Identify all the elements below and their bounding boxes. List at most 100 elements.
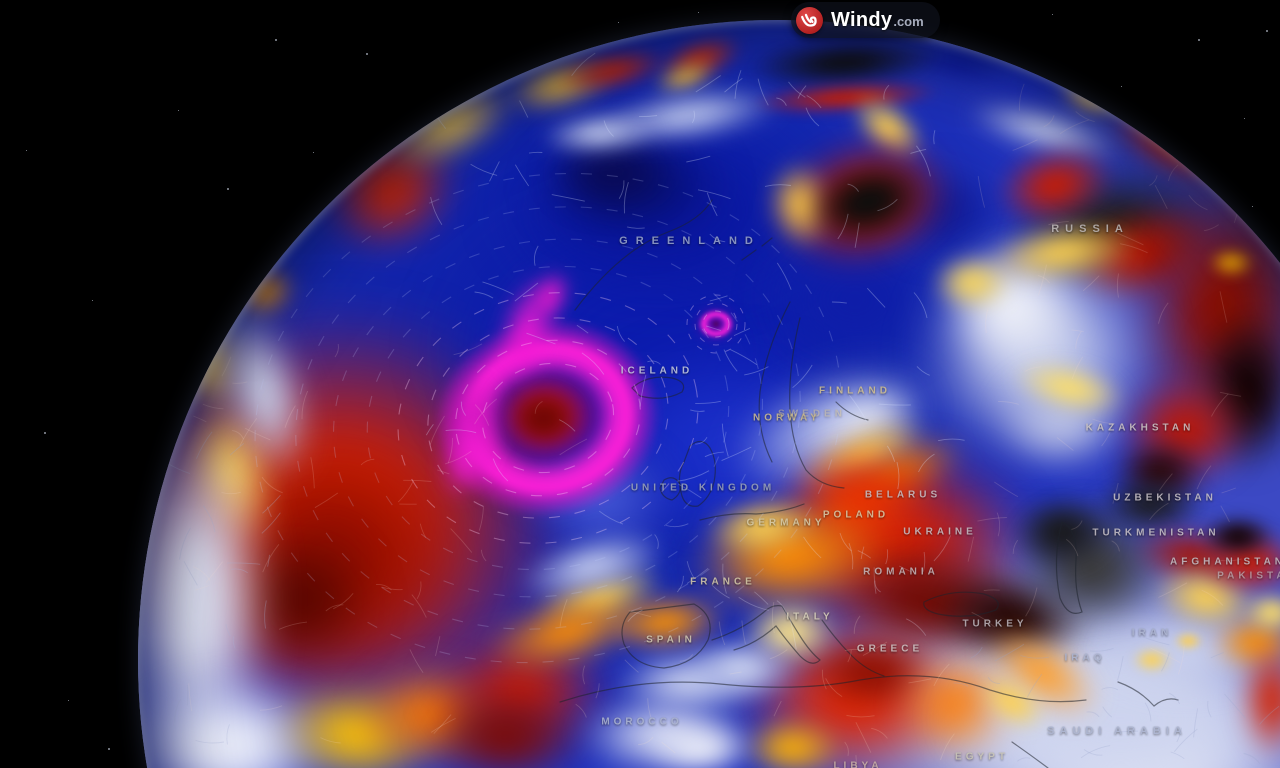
- map-label-ukraine: UKRAINE: [903, 526, 977, 538]
- star: [1244, 118, 1245, 119]
- map-label-iran: IRAN: [1131, 627, 1173, 639]
- star: [366, 53, 368, 55]
- wind-streak: [1020, 655, 1049, 659]
- wind-streak: [1219, 291, 1228, 323]
- anomaly-blob: [900, 632, 1280, 768]
- wind-streak: [711, 584, 730, 599]
- wind-streak: [695, 436, 708, 445]
- wind-streak: [1048, 221, 1069, 226]
- map-label-iraq: IRAQ: [1064, 652, 1106, 664]
- wind-streak: [994, 481, 1019, 498]
- wind-streak: [844, 648, 864, 652]
- wind-streak: [1158, 582, 1188, 598]
- wind-streak: [855, 755, 858, 768]
- wind-streak: [1149, 502, 1169, 521]
- anomaly-blob: [720, 584, 860, 680]
- wind-streak: [1080, 745, 1111, 759]
- wind-streak: [1170, 751, 1185, 760]
- anomaly-blob: [495, 105, 765, 265]
- wind-streak: [470, 163, 498, 176]
- wind-streak: [786, 409, 798, 418]
- wind-streak: [450, 528, 473, 553]
- wind-streak: [871, 727, 888, 739]
- wind-streak: [599, 510, 624, 525]
- wind-streak: [706, 192, 718, 217]
- anomaly-blob: [767, 348, 957, 492]
- anomaly-blob: [538, 308, 918, 588]
- wind-streak: [776, 600, 788, 617]
- anomaly-blob: [545, 677, 785, 768]
- wind-streak: [444, 450, 472, 465]
- anomaly-blob: [741, 132, 859, 278]
- anomaly-blob: [408, 292, 688, 538]
- wind-streak: [1207, 700, 1212, 718]
- wind-streak: [898, 565, 912, 573]
- wind-streak: [1173, 728, 1198, 752]
- cyclone-flow-arc: [295, 206, 801, 630]
- wind-streak: [333, 593, 354, 610]
- wind-streak: [913, 292, 928, 319]
- map-label-morocco: MOROCCO: [601, 716, 683, 728]
- wind-streak: [773, 700, 782, 717]
- wind-streak: [848, 394, 868, 422]
- anomaly-blob: [1199, 108, 1280, 252]
- wind-streak: [695, 400, 721, 404]
- anomaly-blob: [209, 241, 321, 343]
- anomaly-blob: [765, 120, 971, 284]
- wind-streak: [1220, 505, 1230, 523]
- wind-streak: [638, 736, 654, 745]
- wind-streak: [776, 262, 792, 290]
- windy-logo[interactable]: Windy .com: [791, 2, 940, 38]
- wind-streak: [1012, 139, 1038, 151]
- wind-streak: [1220, 391, 1242, 397]
- wind-streak: [792, 364, 813, 389]
- wind-streak: [205, 561, 223, 583]
- wind-streak: [575, 703, 587, 718]
- wind-streak: [1224, 693, 1246, 719]
- wind-streak: [647, 698, 653, 721]
- wind-streak: [409, 649, 424, 673]
- wind-streak: [403, 479, 432, 482]
- anomaly-blob: [230, 644, 480, 768]
- wind-streak: [1161, 652, 1170, 672]
- wind-streak: [661, 741, 676, 754]
- anomaly-blob: [718, 415, 1078, 665]
- wind-streak: [429, 103, 447, 129]
- anomaly-blob: [474, 496, 710, 636]
- wind-streak: [1026, 673, 1043, 698]
- map-label-turkmenistan: TURKMENISTAN: [1092, 527, 1220, 539]
- wind-streak: [665, 523, 689, 528]
- wind-streak: [769, 649, 788, 660]
- wind-streak: [938, 438, 965, 442]
- wind-streak: [788, 81, 806, 98]
- anomaly-blob: [1062, 59, 1280, 231]
- wind-streak: [616, 326, 625, 342]
- wind-streak: [998, 401, 1019, 405]
- wind-streak: [873, 567, 877, 594]
- wind-streak: [425, 424, 434, 436]
- wind-streak: [382, 586, 403, 591]
- wind-streak: [789, 616, 797, 650]
- map-label-greece: GREECE: [856, 643, 924, 655]
- wind-streak: [970, 646, 983, 659]
- cyclone-ring-main: [402, 284, 694, 552]
- wind-streak: [1256, 216, 1271, 223]
- map-label-norway: NORWAY: [753, 412, 821, 424]
- anomaly-blob: [979, 333, 1161, 443]
- anomaly-blob: [948, 643, 1076, 761]
- wind-streak: [654, 534, 659, 550]
- wind-streak: [618, 180, 625, 199]
- anomaly-blob: [951, 116, 1269, 344]
- wind-streak: [724, 78, 743, 93]
- wind-streak: [310, 457, 315, 489]
- map-label-pakistan: PAKISTAN: [1217, 570, 1280, 582]
- anomaly-blob: [630, 41, 740, 113]
- anomaly-blob: [495, 380, 591, 456]
- wind-streak: [320, 737, 341, 744]
- wind-streak: [559, 438, 588, 456]
- star: [227, 188, 229, 190]
- wind-streak: [429, 415, 445, 445]
- wind-streak: [697, 189, 731, 200]
